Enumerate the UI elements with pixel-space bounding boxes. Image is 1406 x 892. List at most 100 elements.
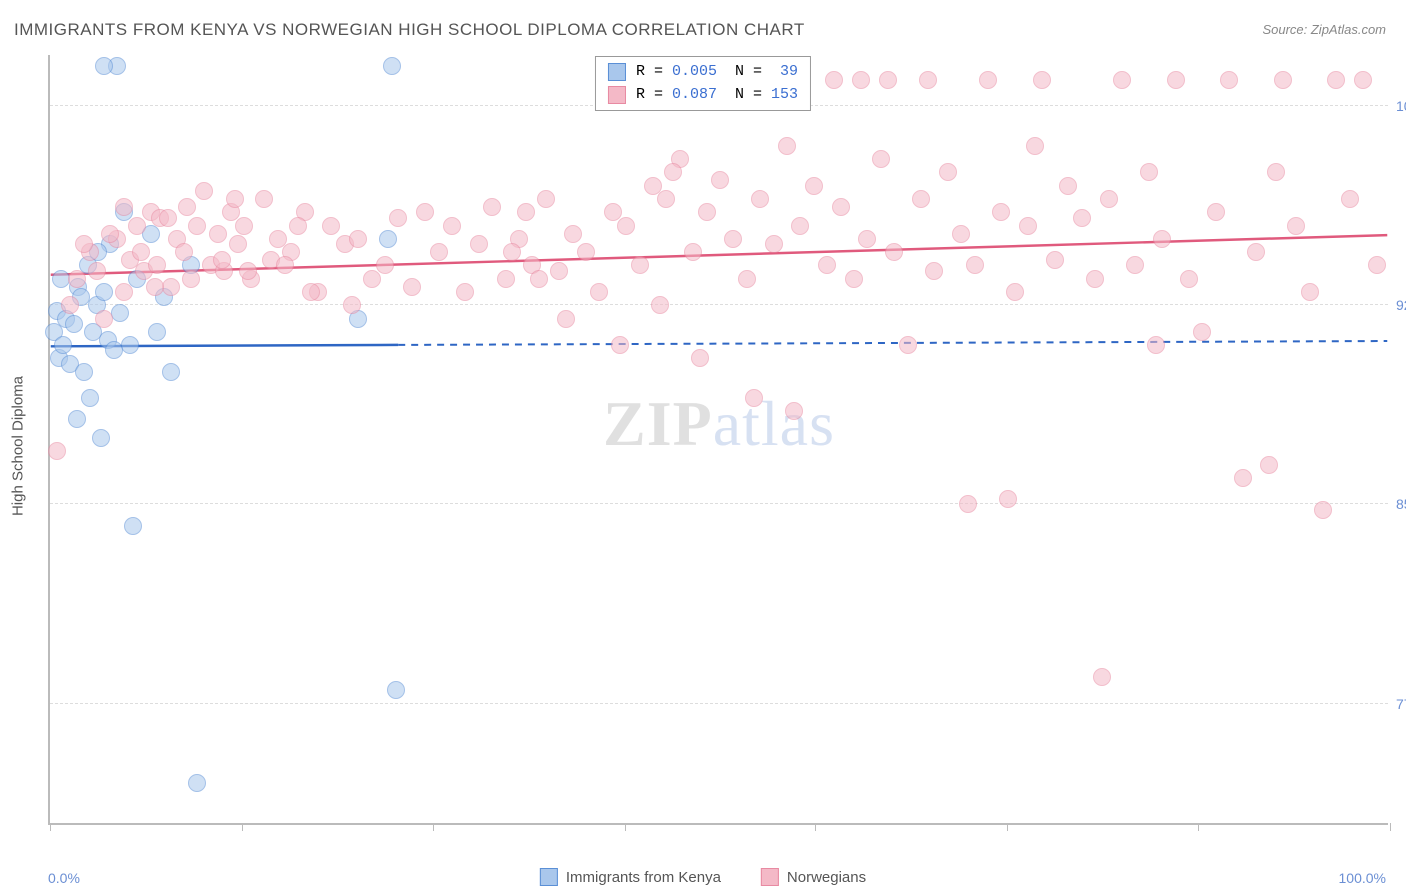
x-axis-min: 0.0% [48,870,80,886]
scatter-point [1100,190,1118,208]
y-tick-label: 85.0% [1396,496,1406,512]
legend-swatch-norwegians-icon [761,868,779,886]
scatter-point [1059,177,1077,195]
x-tick [625,823,626,831]
scatter-point [1287,217,1305,235]
scatter-point [1147,336,1165,354]
scatter-point [146,278,164,296]
scatter-point [1247,243,1265,261]
scatter-point [302,283,320,301]
scatter-point [1274,71,1292,89]
scatter-point [1354,71,1372,89]
scatter-point [711,171,729,189]
scatter-point [631,256,649,274]
scatter-point [664,163,682,181]
scatter-point [124,517,142,535]
scatter-point [75,363,93,381]
scatter-point [92,429,110,447]
x-tick [1390,823,1391,831]
scatter-point [899,336,917,354]
scatter-point [590,283,608,301]
scatter-point [128,217,146,235]
scatter-point [617,217,635,235]
scatter-point [363,270,381,288]
scatter-point [497,270,515,288]
x-tick [433,823,434,831]
scatter-point [115,283,133,301]
scatter-point [557,310,575,328]
scatter-point [952,225,970,243]
scatter-point [95,310,113,328]
scatter-point [403,278,421,296]
scatter-point [195,182,213,200]
scatter-point [178,198,196,216]
scatter-point [239,262,257,280]
legend-item-norwegians: Norwegians [761,868,866,886]
scatter-point [213,251,231,269]
scatter-point [651,296,669,314]
scatter-point [65,315,83,333]
scatter-point [81,389,99,407]
scatter-point [1207,203,1225,221]
x-tick [1198,823,1199,831]
scatter-point [182,270,200,288]
scatter-point [550,262,568,280]
x-tick [1007,823,1008,831]
legend-stats-row-norwegians: R = 0.087 N = 153 [608,84,798,107]
scatter-point [95,57,113,75]
scatter-point [1327,71,1345,89]
y-axis-label: High School Diploma [10,376,27,516]
scatter-point [1267,163,1285,181]
x-tick [50,823,51,831]
scatter-point [188,217,206,235]
scatter-point [148,323,166,341]
legend-swatch-kenya [608,63,626,81]
scatter-point [115,198,133,216]
scatter-point [1126,256,1144,274]
scatter-point [322,217,340,235]
scatter-point [684,243,702,261]
scatter-point [376,256,394,274]
scatter-point [111,304,129,322]
scatter-point [289,217,307,235]
scatter-point [1220,71,1238,89]
legend-stats-row-kenya: R = 0.005 N = 39 [608,61,798,84]
scatter-point [577,243,595,261]
scatter-point [132,243,150,261]
scatter-point [68,410,86,428]
scatter-point [745,389,763,407]
scatter-point [1046,251,1064,269]
scatter-point [919,71,937,89]
scatter-point [1193,323,1211,341]
scatter-point [88,262,106,280]
scatter-point [738,270,756,288]
scatter-point [148,256,166,274]
scatter-point [1033,71,1051,89]
y-tick-label: 92.5% [1396,297,1406,313]
scatter-point [832,198,850,216]
scatter-point [751,190,769,208]
scatter-plot: ZIPatlas 77.5%85.0%92.5%100.0% [48,55,1388,825]
scatter-point [966,256,984,274]
scatter-point [925,262,943,280]
scatter-point [885,243,903,261]
scatter-point [48,442,66,460]
scatter-point [1341,190,1359,208]
source-label: Source: ZipAtlas.com [1262,22,1386,37]
scatter-point [564,225,582,243]
legend-stats: R = 0.005 N = 39 R = 0.087 N = 153 [595,56,811,111]
x-axis-max: 100.0% [1339,870,1386,886]
scatter-point [939,163,957,181]
scatter-point [698,203,716,221]
chart-title: IMMIGRANTS FROM KENYA VS NORWEGIAN HIGH … [14,20,805,40]
y-tick-label: 100.0% [1396,98,1406,114]
scatter-point [68,270,86,288]
scatter-point [791,217,809,235]
legend-item-kenya: Immigrants from Kenya [540,868,721,886]
scatter-point [95,283,113,301]
scatter-point [343,296,361,314]
scatter-point [852,71,870,89]
scatter-point [825,71,843,89]
x-tick [242,823,243,831]
scatter-point [389,209,407,227]
